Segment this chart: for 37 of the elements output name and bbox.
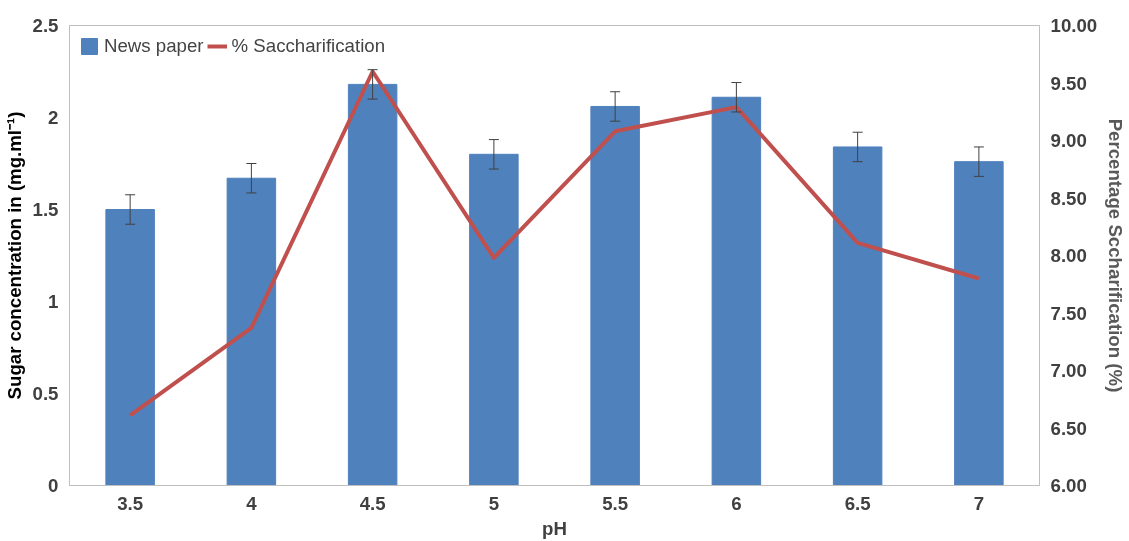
bar bbox=[832, 146, 883, 486]
y2-tick-label: 8.00 bbox=[1050, 245, 1087, 266]
bar bbox=[469, 153, 519, 486]
x-tick-label: 4 bbox=[246, 492, 258, 514]
bar bbox=[347, 83, 398, 486]
x-tick-label: 7 bbox=[973, 492, 985, 514]
line-series bbox=[128, 69, 981, 418]
y2-axis-title: Percentage Sccharification (%) bbox=[1105, 118, 1127, 393]
y-tick-label: 1.5 bbox=[32, 199, 59, 220]
x-tick-label: 3.5 bbox=[117, 492, 144, 514]
x-tick-label: 4.5 bbox=[359, 492, 386, 514]
y-tick-label: 1 bbox=[48, 291, 59, 312]
x-tick-label: 5 bbox=[488, 492, 500, 514]
y2-tick-label: 9.00 bbox=[1050, 130, 1087, 151]
y-tick-label: 0.5 bbox=[32, 383, 59, 404]
bar bbox=[954, 161, 1004, 486]
y2-tick-label: 7.00 bbox=[1050, 360, 1087, 381]
y2-tick-label: 6.00 bbox=[1050, 475, 1087, 496]
bar bbox=[711, 96, 762, 486]
y2-tick-label: 6.50 bbox=[1050, 417, 1087, 439]
x-axis-title: pH bbox=[542, 517, 567, 539]
y-axis-title: Sugar concentration in (mg.ml⁻¹) bbox=[3, 111, 25, 400]
y2-tick-label: 10.00 bbox=[1050, 15, 1098, 36]
bar bbox=[105, 209, 155, 486]
x-tick-label: 6.5 bbox=[844, 492, 871, 514]
bar bbox=[226, 177, 277, 486]
y2-tick-label: 9.50 bbox=[1050, 72, 1087, 94]
y-tick-label: 2.5 bbox=[32, 15, 59, 36]
legend-label: % Saccharification bbox=[231, 35, 386, 57]
y2-tick-label: 7.50 bbox=[1050, 302, 1087, 324]
legend-label: News paper bbox=[104, 35, 204, 57]
bar bbox=[590, 105, 640, 486]
x-tick-label: 5.5 bbox=[602, 492, 629, 514]
y-tick-label: 0 bbox=[48, 475, 59, 496]
x-tick-label: 6 bbox=[731, 492, 742, 514]
y-tick-label: 2 bbox=[48, 107, 59, 128]
y2-tick-label: 8.50 bbox=[1050, 187, 1087, 209]
